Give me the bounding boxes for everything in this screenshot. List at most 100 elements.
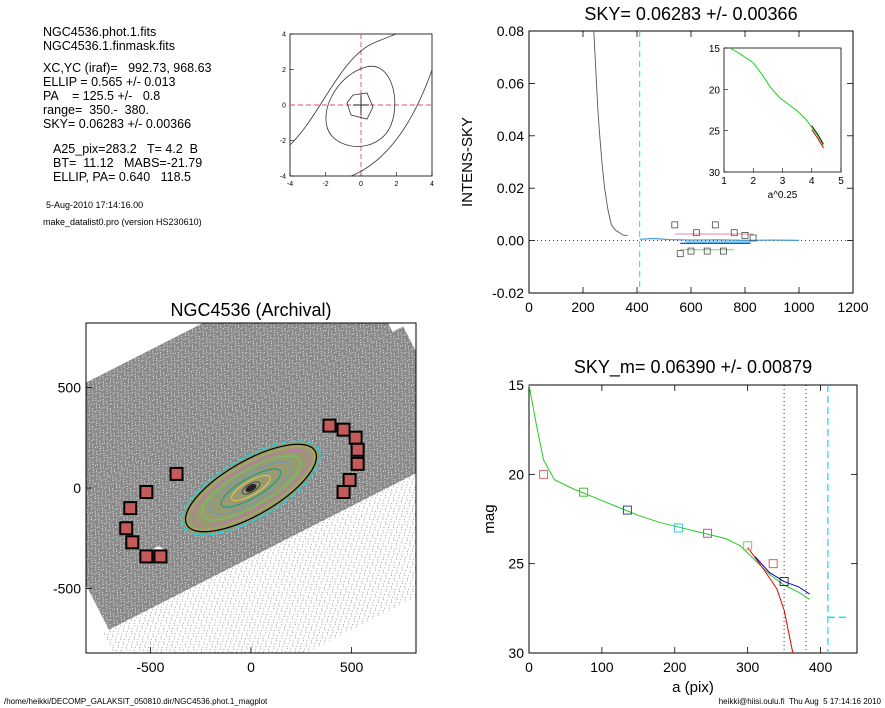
image-y-tick-label: 0	[73, 480, 81, 496]
bt-label: BT= 11.12 MABS=-21.79	[53, 156, 203, 170]
intens-x-tick-label: 800	[733, 299, 757, 315]
upper-frame-strip	[86, 323, 405, 519]
inset-xlabel: a^0.25	[768, 190, 798, 201]
image-title: NGC4536 (Archival)	[170, 300, 331, 320]
masked-region-box	[342, 472, 357, 487]
contour-x-tick-label: 4	[430, 181, 434, 188]
masked-region-box	[169, 466, 184, 481]
inset-frame	[723, 47, 842, 173]
mag-y-tick-label: 20	[508, 466, 524, 482]
xc-yc-label: XC,YC (iraf)= 992.73, 968.63	[43, 61, 212, 75]
intens-x-tick-label: 1200	[837, 299, 868, 315]
sky-marker	[730, 229, 738, 237]
inset-x-tick-label: 4	[809, 176, 815, 187]
intens-x-tick-label: 1000	[783, 299, 814, 315]
middle-frame-strip	[86, 326, 416, 642]
isophote-ellipse	[210, 461, 292, 515]
intens-title: SKY= 0.06283 +/- 0.00366	[584, 4, 797, 24]
isophote-ellipse	[231, 474, 271, 502]
masked-region-box	[336, 485, 351, 500]
intens-y-tick-label: 0.08	[497, 23, 524, 39]
mag-x-tick-label: 300	[736, 659, 760, 675]
ellipse-marker	[743, 541, 753, 551]
sky-marker	[749, 234, 757, 242]
mag-x-tick-label: 200	[663, 659, 687, 675]
intens-y-tick-label: 0.06	[497, 75, 524, 91]
mask-file-label: NGC4536.1.finmask.fits	[43, 39, 175, 53]
ellipse-marker	[579, 487, 589, 497]
masked-region-box	[153, 549, 168, 564]
masked-region-box	[139, 549, 154, 564]
ellipse-marker	[622, 505, 632, 515]
inset-y-tick-label: 25	[709, 127, 721, 138]
contour-inner	[346, 92, 374, 120]
sky-marker	[671, 221, 679, 229]
ellipse-marker	[768, 559, 778, 569]
sky-marker	[711, 221, 719, 229]
isophote-ellipse	[192, 449, 310, 527]
mag-x-tick-label: 400	[809, 659, 833, 675]
intens-y-tick-label: 0.00	[497, 233, 524, 249]
inset-profile-line	[729, 47, 824, 146]
inset-x-tick-label: 1	[721, 176, 727, 187]
sky-marker	[720, 247, 727, 255]
image-content	[86, 323, 416, 653]
inset-x-tick-label: 3	[780, 176, 786, 187]
intens-x-tick-label: 400	[625, 299, 649, 315]
range-label: range= 350.- 380.	[43, 103, 149, 117]
contour-middle	[325, 65, 396, 147]
masked-region-box	[125, 535, 140, 550]
isophote-ellipse	[220, 468, 282, 508]
program-label: make_datalist0.pro (version HS230610)	[43, 217, 202, 227]
inset-black-tail	[811, 125, 824, 145]
contour-y-tick-label: -4	[280, 174, 286, 181]
pa-label: PA = 125.5 +/- 0.8	[43, 89, 161, 103]
ellip-label: ELLIP = 0.565 +/- 0.013	[43, 75, 176, 89]
mag-xlabel: a (pix)	[672, 679, 714, 696]
green-profile-line	[528, 384, 810, 600]
contour-outer-lower	[350, 69, 433, 177]
outer-isophote	[181, 440, 321, 536]
contour-y-tick-label: -2	[280, 138, 286, 145]
mag-y-tick-label: 25	[508, 556, 524, 572]
contour-y-tick-label: 2	[282, 67, 286, 74]
intens-x-tick-label: 600	[679, 299, 703, 315]
image-x-tick-label: 0	[247, 659, 255, 675]
intens-y-tick-label: 0.04	[497, 128, 524, 144]
sky-label: SKY= 0.06283 +/- 0.00366	[43, 117, 192, 131]
sky-marker	[687, 247, 695, 255]
intens-y-tick-label: 0.02	[497, 180, 524, 196]
masked-region-box	[322, 418, 337, 433]
contour-y-tick-label: 4	[282, 32, 286, 39]
inset-y-tick-label: 20	[709, 85, 721, 96]
ellip-pa-label: ELLIP, PA= 0.640 118.5	[53, 170, 191, 184]
sky-marker	[676, 250, 684, 258]
contour-x-tick-label: 2	[395, 181, 399, 188]
contour-x-tick-label: -2	[322, 181, 328, 188]
inset-y-tick-label: 30	[709, 168, 721, 179]
contour-x-tick-label: 0	[359, 181, 363, 188]
intens-x-tick-label: 0	[525, 299, 533, 315]
sky-marker	[703, 247, 711, 255]
mag-y-tick-label: 15	[508, 377, 524, 393]
isophote-ellipse	[241, 481, 261, 495]
mag-x-tick-label: 0	[525, 659, 533, 675]
date-label: 5-Aug-2010 17:14:16.00	[46, 200, 144, 210]
blue-profile-line	[754, 556, 810, 595]
mag-ylabel: mag	[481, 504, 498, 533]
mag-x-tick-label: 100	[590, 659, 614, 675]
lower-frame-strip	[101, 469, 416, 653]
masked-region-box	[139, 485, 154, 500]
bright-star	[152, 546, 165, 559]
image-frame	[85, 322, 417, 654]
image-x-tick-label: 500	[340, 659, 364, 675]
image-y-tick-label: -500	[53, 581, 81, 597]
ellipse-marker	[539, 469, 549, 479]
masked-region-box	[348, 430, 363, 445]
profile-line	[593, 30, 628, 236]
masked-region-box	[350, 456, 365, 471]
ellipse-marker	[673, 523, 683, 533]
galaxy-core	[245, 484, 257, 492]
ellipse-marker	[703, 528, 713, 538]
masked-region-box	[123, 501, 138, 516]
